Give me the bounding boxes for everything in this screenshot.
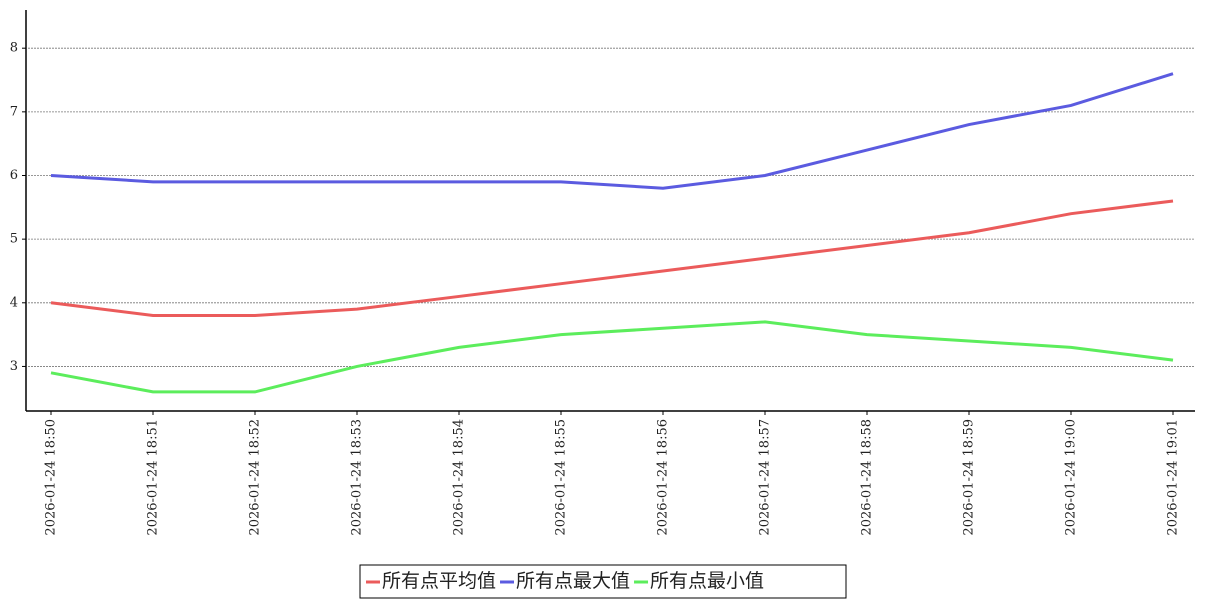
y-tick-label: 8 bbox=[10, 41, 18, 56]
series-line bbox=[50, 199, 1174, 318]
y-tick-label: 5 bbox=[10, 232, 18, 247]
x-tick-label: 2026-01-24 18:55 bbox=[554, 419, 569, 536]
x-tick-label: 2026-01-24 18:57 bbox=[758, 419, 773, 536]
legend-label: 所有点平均值 bbox=[382, 570, 496, 592]
x-tick-label: 2026-01-24 18:54 bbox=[452, 419, 467, 536]
x-tick-label: 2026-01-24 18:59 bbox=[962, 419, 977, 536]
y-tick-label: 6 bbox=[10, 168, 18, 183]
y-tick-label: 3 bbox=[10, 359, 18, 374]
x-tick-label: 2026-01-24 18:58 bbox=[860, 419, 875, 536]
legend: 所有点平均值 所有点最大值 所有点最小值 bbox=[359, 564, 847, 599]
y-tick-label: 4 bbox=[10, 295, 18, 310]
x-tick-label: 2026-01-24 18:50 bbox=[44, 419, 59, 536]
legend-label: 所有点最大值 bbox=[516, 570, 630, 592]
series-line bbox=[50, 320, 1174, 394]
x-tick-label: 2026-01-24 19:00 bbox=[1064, 419, 1079, 536]
x-tick-label: 2026-01-24 18:51 bbox=[146, 419, 161, 536]
x-tick-label: 2026-01-24 18:53 bbox=[350, 419, 365, 536]
series-line bbox=[50, 72, 1174, 190]
x-tick-label: 2026-01-24 18:56 bbox=[656, 419, 671, 536]
legend-box bbox=[359, 564, 847, 599]
y-tick-label: 7 bbox=[10, 104, 18, 119]
x-tick-label: 2026-01-24 18:52 bbox=[248, 419, 263, 536]
legend-label: 所有点最小值 bbox=[650, 570, 764, 592]
x-tick-label: 2026-01-24 19:01 bbox=[1166, 419, 1181, 536]
